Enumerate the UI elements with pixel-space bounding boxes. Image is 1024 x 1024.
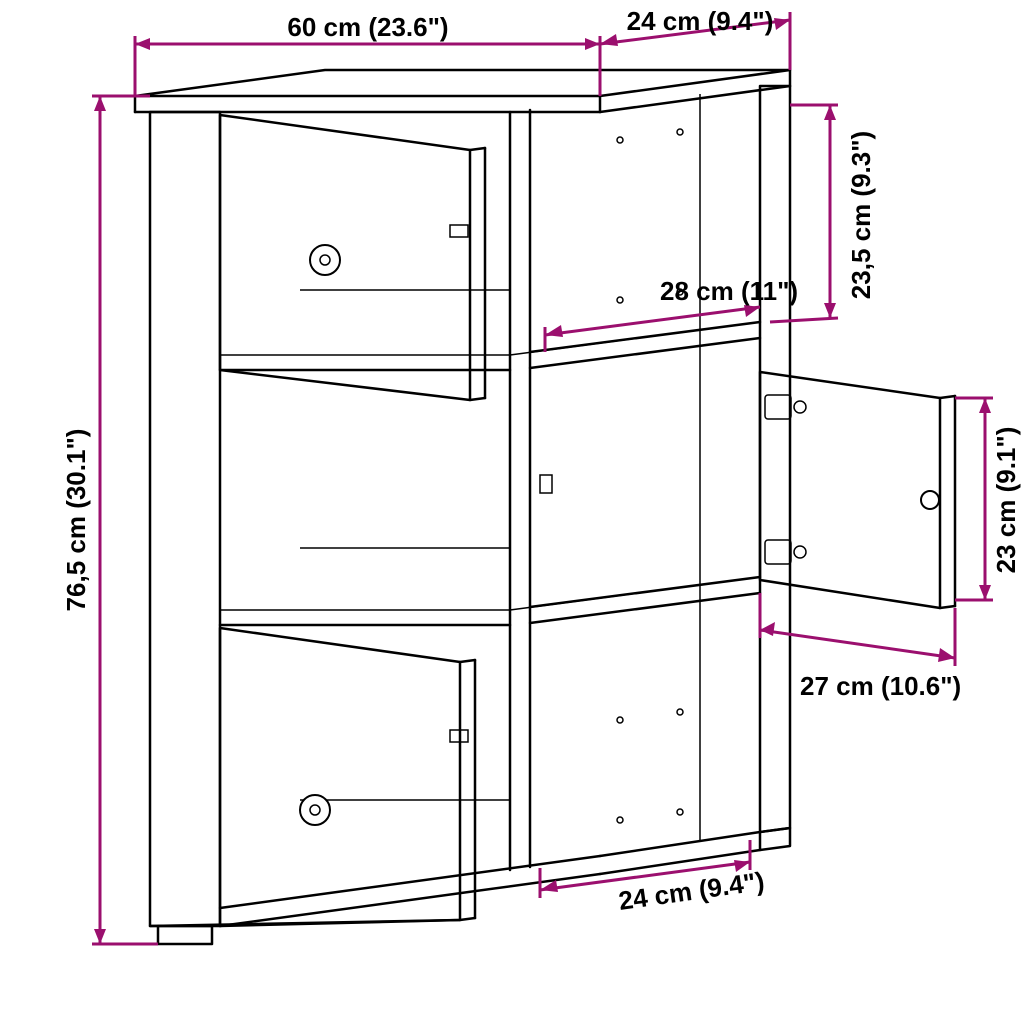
door-top-left (220, 115, 485, 400)
dimension-diagram: 60 cm (23.6") 24 cm (9.4") 76,5 cm (30.1… (0, 0, 1024, 1024)
dimension-labels: 60 cm (23.6") 24 cm (9.4") 76,5 cm (30.1… (61, 6, 1021, 916)
label-compartment-h1: 23,5 cm (9.3") (846, 131, 876, 299)
label-width-top: 60 cm (23.6") (287, 12, 448, 42)
label-depth-top: 24 cm (9.4") (627, 6, 774, 36)
label-inner-depth: 24 cm (9.4") (617, 866, 766, 916)
cabinet-body (135, 70, 790, 944)
label-door-width: 27 cm (10.6") (800, 671, 961, 701)
label-height-total: 76,5 cm (30.1") (61, 429, 91, 612)
door-bottom-left (150, 628, 475, 926)
label-inner-width: 28 cm (11") (660, 276, 798, 306)
label-compartment-h2: 23 cm (9.1") (991, 427, 1021, 574)
